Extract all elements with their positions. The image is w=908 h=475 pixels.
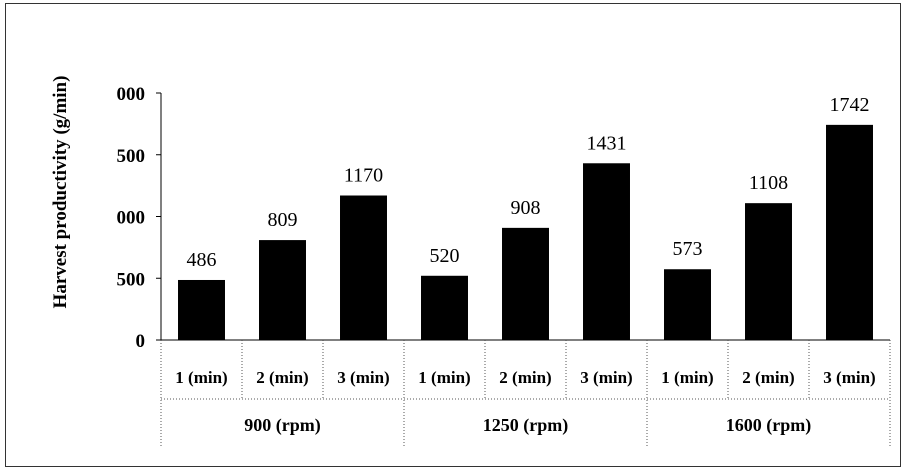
chart-frame: 0 500 000 500 000 486 809 1170 520 908 1431 573 110… (5, 3, 901, 467)
x-category-label: 1 (min) (418, 368, 470, 387)
bar (583, 163, 630, 340)
y-tick-label: 000 (117, 84, 146, 105)
bar (745, 203, 792, 340)
bar (340, 195, 387, 340)
data-label: 486 (187, 249, 217, 271)
x-category-label: 3 (min) (337, 368, 389, 387)
bar (421, 275, 468, 340)
x-category-label: 2 (min) (256, 368, 308, 387)
data-label: 573 (673, 238, 703, 260)
bar-chart: 0 500 000 500 000 486 809 1170 520 908 1431 573 110… (50, 76, 891, 446)
x-category-label: 3 (min) (823, 368, 875, 387)
data-labels: 486 809 1170 520 908 1431 573 1108 1742 (187, 94, 870, 271)
y-axis: 0 500 000 500 000 (117, 84, 162, 352)
x-axis: 1 (min) 2 (min) 3 (min) 900 (rpm) 1 (min) 2 (… (160, 339, 891, 446)
data-label: 1170 (344, 165, 383, 187)
x-category-label: 2 (min) (742, 368, 794, 387)
data-label: 809 (268, 209, 298, 231)
x-category-label: 2 (min) (499, 368, 551, 387)
bar (259, 240, 306, 340)
data-label: 1431 (587, 132, 627, 154)
x-category-label: 1 (min) (175, 368, 227, 387)
x-group-label: 1250 (rpm) (483, 415, 568, 436)
bar (502, 227, 549, 340)
y-tick-label: 500 (117, 146, 146, 167)
data-label: 520 (430, 245, 460, 267)
x-group-label: 1600 (rpm) (726, 415, 811, 436)
x-category-label: 3 (min) (580, 368, 632, 387)
y-tick-label: 500 (117, 269, 146, 290)
bar (664, 269, 711, 340)
x-group-label: 900 (rpm) (244, 415, 320, 436)
bars (178, 124, 873, 340)
y-axis-label: Harvest productivity (g/min) (50, 76, 71, 309)
x-category-label: 1 (min) (661, 368, 713, 387)
bar (178, 279, 225, 340)
data-label: 908 (511, 197, 541, 219)
data-label: 1108 (749, 172, 788, 194)
y-tick-label: 0 (136, 331, 146, 352)
y-tick-label: 000 (117, 208, 146, 229)
data-label: 1742 (830, 94, 870, 116)
bar (826, 124, 873, 340)
